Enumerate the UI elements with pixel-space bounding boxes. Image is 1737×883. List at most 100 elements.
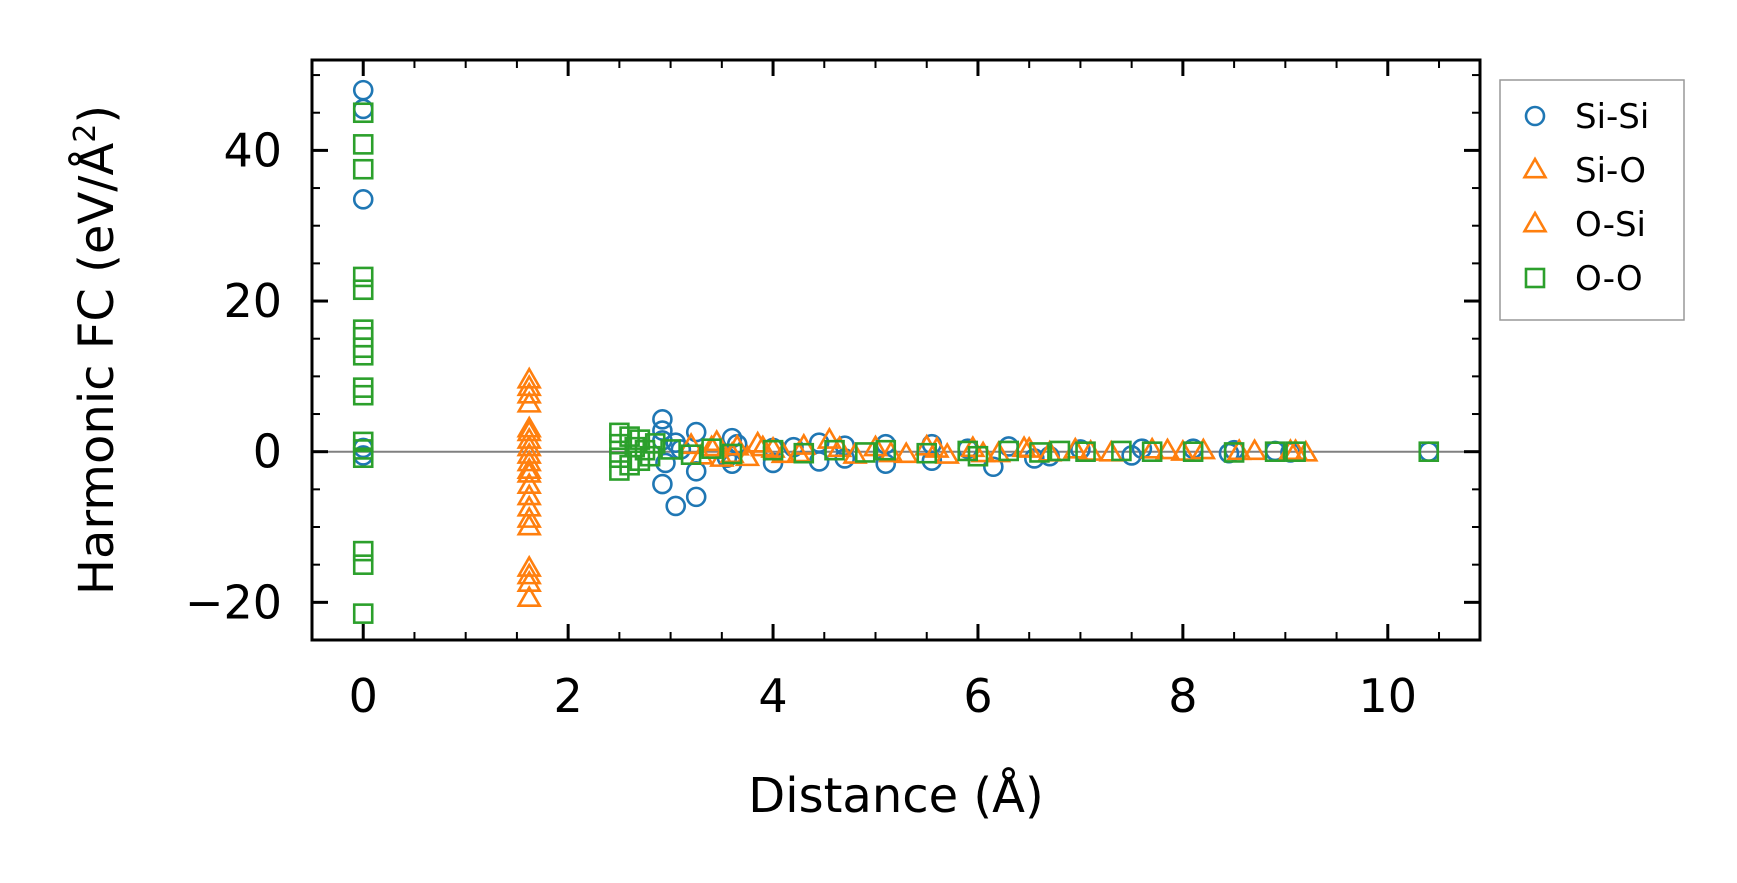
data-point [352, 447, 374, 469]
data-point [1241, 438, 1268, 461]
data-point [893, 441, 919, 464]
x-tick-label: 2 [553, 669, 582, 723]
legend-label: Si-Si [1575, 97, 1649, 137]
x-tick-label: 0 [349, 669, 378, 723]
data-point [516, 456, 542, 479]
data-point [685, 486, 707, 508]
data-point [1141, 441, 1163, 462]
data-point [665, 495, 687, 517]
data-point [721, 443, 743, 465]
data-point [998, 440, 1020, 462]
data-point [352, 279, 374, 301]
data-point [1111, 440, 1132, 462]
legend-marker [1524, 105, 1546, 127]
data-point [875, 439, 897, 461]
x-axis-label: Distance (Å) [748, 767, 1043, 824]
data-point [516, 434, 542, 457]
data-point [516, 449, 542, 472]
legend-label: O-O [1575, 259, 1643, 299]
data-point [352, 603, 374, 624]
data-point [652, 408, 673, 430]
data-point [644, 433, 666, 454]
y-axis-label-main: Harmonic FC (eV/Å [68, 143, 125, 596]
data-point [967, 445, 989, 467]
data-point [854, 442, 876, 463]
data-point [678, 432, 704, 455]
data-point [793, 442, 815, 464]
tick-labels: 0 2 4 6 8 10 −20 0 20 40 [185, 123, 1417, 723]
data-point [878, 440, 904, 463]
data-point [516, 483, 542, 506]
data-point [1223, 442, 1245, 463]
data-point [352, 554, 374, 575]
data-point [983, 456, 1004, 478]
data-point [516, 569, 542, 592]
legend-marker [1524, 267, 1546, 289]
data-point [916, 442, 938, 464]
data-point [1226, 438, 1252, 461]
data-point [921, 450, 943, 472]
x-tick-label: 6 [963, 669, 992, 723]
data-point [516, 460, 542, 483]
data-point [639, 445, 661, 467]
data-point [352, 158, 374, 180]
y-tick-label: 20 [223, 274, 282, 328]
x-tick-label: 8 [1168, 669, 1197, 723]
data-point [1285, 441, 1306, 462]
data-point [516, 415, 542, 438]
x-tick-label: 4 [758, 669, 787, 723]
y-axis-label-sup: 2 [68, 124, 103, 143]
data-point [516, 554, 542, 577]
data-point [516, 513, 542, 536]
legend-label: O-Si [1575, 205, 1646, 245]
x-tick-label: 10 [1359, 669, 1418, 723]
data-point [352, 134, 374, 155]
legend-frame [1499, 79, 1685, 321]
legend-marker [1522, 210, 1548, 233]
data-point [808, 432, 830, 453]
data-marks [352, 79, 1440, 624]
data-point [762, 439, 784, 461]
series-o-o [352, 102, 1440, 624]
data-point [516, 505, 542, 528]
data-point [516, 584, 542, 608]
y-axis-label: Harmonic FC (eV/Å2) [68, 105, 125, 595]
axis-ticks [311, 60, 1480, 641]
data-point [660, 439, 681, 460]
data-point [934, 441, 960, 464]
plot-frame [310, 58, 1482, 642]
data-point [1139, 436, 1165, 459]
data-point [516, 562, 542, 585]
data-point [1182, 441, 1204, 462]
data-point [1029, 442, 1050, 463]
data-point [816, 426, 843, 449]
data-point [680, 444, 702, 466]
data-point [516, 419, 542, 442]
legend: Si-Si Si-O O-Si O-O [1499, 79, 1685, 321]
data-point [1049, 440, 1071, 462]
data-point [516, 374, 542, 397]
legend-marker [1522, 156, 1548, 179]
data-point [516, 390, 542, 413]
data-point [352, 189, 374, 210]
y-axis-label-close: ) [69, 105, 125, 124]
data-point [352, 266, 374, 288]
data-point [1264, 441, 1286, 462]
data-point [655, 452, 676, 474]
legend-label: Si-O [1575, 151, 1646, 191]
data-point [352, 344, 374, 366]
data-point [516, 471, 542, 495]
data-point [516, 381, 542, 404]
data-point [352, 102, 374, 124]
data-point [770, 441, 796, 464]
data-point [826, 435, 853, 458]
data-point [701, 438, 722, 459]
data-point [698, 434, 725, 457]
data-point [352, 384, 374, 406]
y-tick-label: −20 [185, 575, 282, 629]
data-point [1075, 441, 1096, 462]
y-tick-label: 0 [253, 425, 282, 479]
y-tick-label: 40 [223, 123, 282, 177]
